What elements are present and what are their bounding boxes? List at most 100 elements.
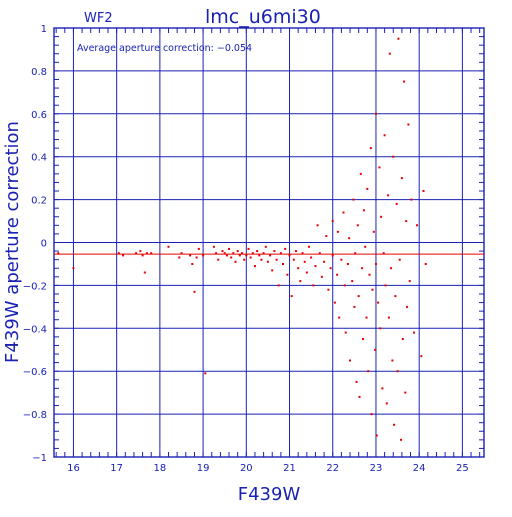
data-point (397, 37, 400, 40)
data-point (143, 271, 146, 274)
data-point (362, 338, 364, 340)
y-tick-label: 1 (41, 24, 47, 35)
x-tick-label: 23 (370, 463, 383, 474)
data-point (275, 258, 278, 261)
data-point (351, 280, 354, 283)
x-tick-labels: 16 17 18 19 20 21 22 23 24 25 (67, 463, 469, 474)
data-point (236, 250, 239, 253)
data-point (318, 252, 321, 255)
data-point (316, 224, 319, 227)
data-point (333, 301, 336, 304)
chart-title: lmc_u6mi30 (205, 6, 321, 28)
data-point (367, 370, 370, 373)
data-point (336, 230, 339, 233)
data-point (357, 295, 360, 298)
data-point (297, 267, 300, 270)
data-point (377, 301, 380, 304)
data-point (254, 265, 256, 268)
data-point (195, 256, 198, 259)
data-point (390, 267, 393, 270)
data-points (57, 37, 427, 441)
data-point (331, 220, 334, 223)
data-point (369, 147, 372, 150)
x-tick-label: 25 (456, 463, 469, 474)
data-point (178, 256, 181, 259)
data-point (338, 316, 341, 319)
minor-ticks (54, 27, 484, 458)
data-point (366, 187, 369, 190)
data-point (230, 256, 233, 259)
data-point (325, 235, 328, 238)
y-tick-label: −0.6 (23, 367, 47, 378)
y-tick-label: 0.2 (31, 196, 47, 207)
data-point (424, 263, 427, 265)
data-point (340, 258, 343, 261)
data-point (256, 250, 259, 253)
data-point (346, 263, 349, 265)
data-point (356, 224, 359, 227)
data-point (284, 247, 287, 250)
data-point (288, 254, 291, 257)
data-point (362, 209, 365, 212)
data-point (212, 245, 215, 248)
data-point (269, 254, 272, 257)
data-point (395, 202, 398, 205)
data-point (408, 280, 411, 283)
data-point (310, 256, 313, 259)
data-point (359, 172, 362, 175)
data-point (385, 402, 388, 405)
data-point (400, 177, 403, 180)
x-tick-label: 22 (326, 463, 339, 474)
x-tick-label: 17 (110, 463, 123, 474)
data-point (383, 134, 386, 137)
data-point (410, 198, 413, 201)
data-point (378, 166, 381, 169)
data-point (260, 258, 263, 261)
data-point (353, 305, 356, 308)
data-point (312, 284, 315, 287)
data-point (264, 245, 267, 248)
x-tick-label: 24 (413, 463, 426, 474)
data-point (336, 273, 339, 276)
x-tick-label: 18 (154, 463, 167, 474)
data-point (223, 252, 226, 255)
data-point (301, 252, 304, 255)
data-point (388, 52, 391, 55)
data-point (271, 269, 274, 272)
data-point (380, 215, 383, 218)
data-point (251, 252, 254, 255)
data-point (365, 316, 368, 319)
data-point (72, 267, 75, 270)
data-point (405, 220, 408, 223)
data-point (323, 260, 326, 263)
data-point (361, 267, 364, 270)
data-point (375, 263, 377, 265)
data-point (295, 250, 297, 253)
y-tick-label: 0 (41, 239, 47, 250)
data-point (364, 245, 367, 248)
data-point (189, 254, 192, 257)
data-point (308, 245, 310, 248)
data-point (400, 438, 402, 441)
data-point (404, 391, 407, 394)
data-point (352, 198, 355, 201)
data-point (370, 413, 373, 416)
data-point (217, 258, 220, 261)
data-point (167, 245, 170, 248)
data-point (413, 331, 415, 334)
y-tick-label: −0.2 (23, 281, 47, 292)
data-point (401, 338, 404, 340)
data-point (139, 250, 142, 253)
data-point (150, 252, 153, 255)
data-point (247, 247, 250, 250)
data-point (266, 260, 269, 263)
data-point (234, 260, 237, 263)
data-point (204, 372, 207, 375)
data-point (372, 230, 375, 233)
y-tick-label: 0.4 (31, 153, 47, 164)
data-point (273, 250, 276, 253)
data-point (193, 290, 196, 293)
data-point (387, 316, 390, 319)
grid-lines (54, 28, 484, 457)
